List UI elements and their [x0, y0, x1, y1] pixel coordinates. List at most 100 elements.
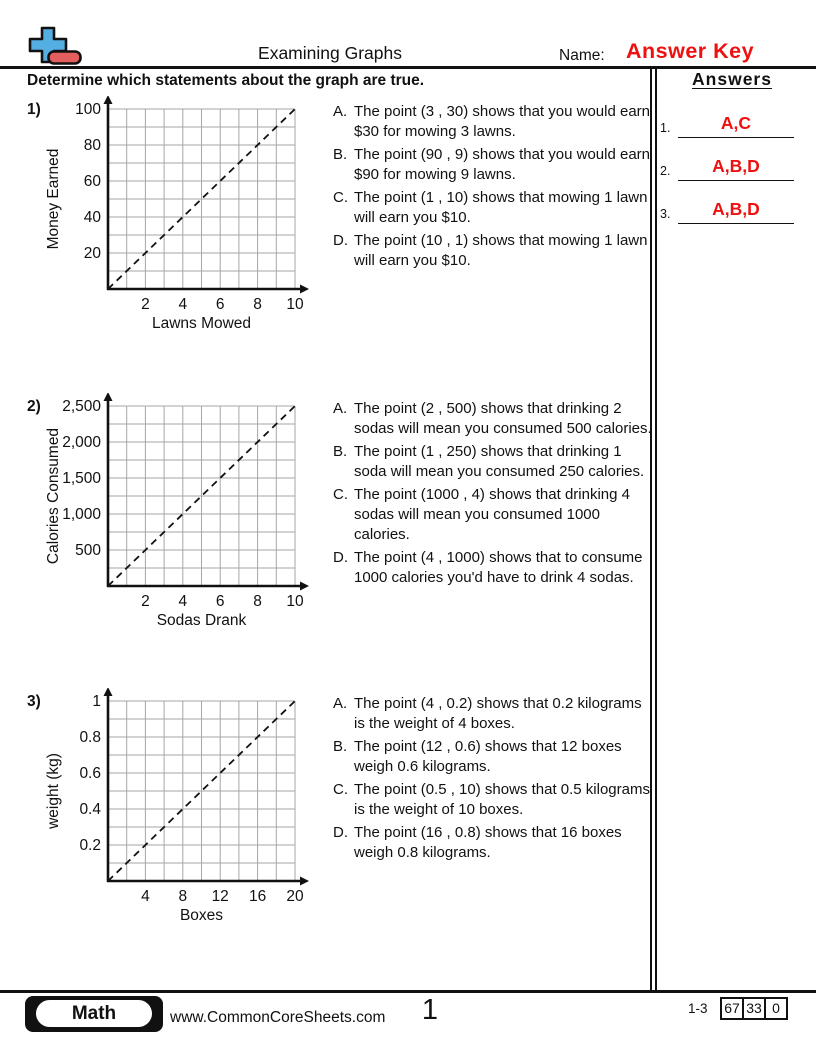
y-axis-title: weight (kg) — [45, 753, 62, 830]
y-tick-label: 500 — [75, 542, 101, 559]
option-text: The point (10 , 1) shows that mowing 1 l… — [354, 232, 648, 269]
y-axis-title: Money Earned — [45, 149, 62, 250]
x-axis-title: Lawns Mowed — [152, 315, 251, 332]
option-a: A. The point (4 , 0.2) shows that 0.2 ki… — [333, 694, 655, 734]
x-tick-label: 4 — [141, 888, 150, 905]
data-line — [107, 108, 296, 290]
answers-column-divider — [650, 69, 657, 990]
name-label: Name: — [559, 47, 605, 64]
x-axis-arrow-icon — [300, 284, 309, 294]
y-tick-label: 0.2 — [79, 837, 101, 854]
option-b: B. The point (12 , 0.6) shows that 12 bo… — [333, 737, 655, 777]
y-tick-label: 100 — [75, 101, 101, 118]
y-tick-label: 60 — [84, 173, 102, 190]
x-axis-arrow-icon — [300, 581, 309, 591]
answers-title: Answers — [692, 69, 772, 89]
option-list: A. The point (3 , 30) shows that you wou… — [333, 102, 655, 274]
option-label: C. — [333, 189, 348, 206]
score-boxes: 67 33 0 — [720, 997, 788, 1020]
option-text: The point (16 , 0.8) shows that 16 boxes… — [354, 824, 622, 861]
x-axis-arrow-icon — [300, 876, 309, 886]
answer-number: 3. — [660, 207, 671, 221]
page-number: 1 — [421, 994, 439, 1026]
y-tick-label: 1,500 — [62, 470, 101, 487]
question-3: 3) 4 8 12 16 20 0.2 0.4 0.6 0.8 1 Boxes weight (kg)… — [0, 688, 650, 978]
y-axis-arrow-icon — [103, 393, 113, 401]
question-number: 1) — [27, 101, 41, 118]
y-axis-arrow-icon — [103, 688, 113, 696]
question-number: 3) — [27, 693, 41, 710]
x-tick-label: 6 — [216, 296, 225, 313]
y-tick-label: 0.8 — [79, 729, 101, 746]
x-tick-label: 12 — [212, 888, 229, 905]
x-tick-label: 8 — [178, 888, 187, 905]
option-label: A. — [333, 103, 348, 120]
answer-value: A,C — [678, 113, 794, 138]
answer-value: A,B,D — [678, 199, 794, 224]
option-label: B. — [333, 146, 348, 163]
option-text: The point (0.5 , 10) shows that 0.5 kilo… — [354, 781, 650, 818]
option-b: B. The point (90 , 9) shows that you wou… — [333, 145, 655, 185]
y-axis-arrow-icon — [103, 96, 113, 104]
commoncoresheets-logo-icon — [28, 26, 82, 65]
option-text: The point (2 , 500) shows that drinking … — [354, 400, 652, 437]
question-number: 2) — [27, 398, 41, 415]
x-tick-label: 4 — [178, 593, 187, 610]
y-axis-title: Calories Consumed — [45, 428, 62, 564]
y-tick-label: 40 — [84, 209, 102, 226]
x-tick-label: 20 — [286, 888, 304, 905]
graph-lawns-mowed: 2 4 6 8 10 20 40 60 80 100 Lawns Mowed Money Earned — [45, 96, 309, 332]
minus-icon — [47, 50, 82, 65]
graph-sodas-drank: 2 4 6 8 10 500 1,000 1,500 2,000 2,500 Sodas Drank… — [45, 393, 309, 629]
instruction-text: Determine which statements about the gra… — [27, 72, 425, 89]
option-c: C. The point (0.5 , 10) shows that 0.5 k… — [333, 780, 655, 820]
option-label: C. — [333, 781, 348, 798]
subject-badge-label: Math — [36, 1000, 152, 1027]
option-label: D. — [333, 232, 348, 249]
answer-item-3: 3. A,B,D — [656, 196, 808, 224]
option-label: D. — [333, 549, 348, 566]
page-title: Examining Graphs — [258, 43, 402, 63]
option-label: D. — [333, 824, 348, 841]
answer-item-1: 1. A,C — [656, 110, 808, 138]
answer-number: 1. — [660, 121, 671, 135]
y-tick-label: 0.6 — [79, 765, 101, 782]
option-text: The point (4 , 0.2) shows that 0.2 kilog… — [354, 695, 642, 732]
x-axis-title: Sodas Drank — [157, 612, 247, 629]
answer-item-2: 2. A,B,D — [656, 153, 808, 181]
option-label: A. — [333, 695, 348, 712]
y-tick-label: 80 — [84, 137, 102, 154]
subject-badge: Math — [25, 996, 163, 1032]
option-text: The point (3 , 30) shows that you would … — [354, 103, 651, 140]
y-tick-label: 2,500 — [62, 398, 101, 415]
y-tick-label: 1,000 — [62, 506, 101, 523]
question-1: 1) 2 4 6 8 10 20 40 60 80 100 Lawns Mowed Money Ear… — [0, 96, 650, 386]
y-tick-label: 0.4 — [79, 801, 101, 818]
graph-boxes-weight: 4 8 12 16 20 0.2 0.4 0.6 0.8 1 Boxes weight (kg) — [45, 688, 309, 924]
score-box: 33 — [742, 997, 766, 1020]
option-label: B. — [333, 738, 348, 755]
option-b: B. The point (1 , 250) shows that drinki… — [333, 442, 655, 482]
option-d: D. The point (10 , 1) shows that mowing … — [333, 231, 655, 271]
option-a: A. The point (3 , 30) shows that you wou… — [333, 102, 655, 142]
x-tick-label: 4 — [178, 296, 187, 313]
option-list: A. The point (4 , 0.2) shows that 0.2 ki… — [333, 694, 655, 866]
x-tick-label: 2 — [141, 593, 150, 610]
x-tick-label: 8 — [253, 593, 262, 610]
x-tick-label: 16 — [249, 888, 266, 905]
score-box: 0 — [764, 997, 788, 1020]
option-c: C. The point (1000 , 4) shows that drink… — [333, 485, 655, 545]
data-line — [107, 405, 296, 587]
x-axis-title: Boxes — [180, 907, 223, 924]
y-tick-label: 2,000 — [62, 434, 101, 451]
y-tick-label: 20 — [84, 245, 102, 262]
option-a: A. The point (2 , 500) shows that drinki… — [333, 399, 655, 439]
header-divider — [0, 66, 816, 69]
score-box: 67 — [720, 997, 744, 1020]
option-label: B. — [333, 443, 348, 460]
answer-value: A,B,D — [678, 156, 794, 181]
website-url: www.CommonCoreSheets.com — [170, 1009, 386, 1026]
x-tick-label: 10 — [286, 593, 304, 610]
option-text: The point (1 , 10) shows that mowing 1 l… — [354, 189, 648, 226]
